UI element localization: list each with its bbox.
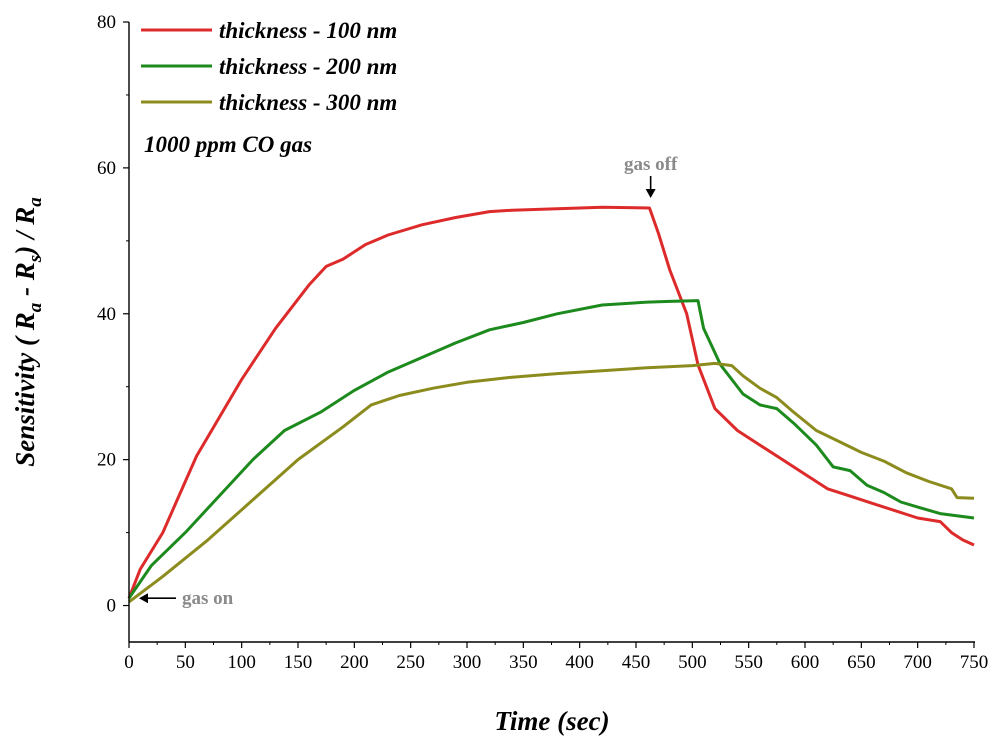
x-tick-label: 750 xyxy=(960,652,989,673)
y-tick-label: 40 xyxy=(97,304,116,325)
legend-label: thickness - 200 nm xyxy=(219,54,397,79)
x-tick-label: 100 xyxy=(227,652,256,673)
x-tick-label: 50 xyxy=(176,652,195,673)
x-tick-label: 200 xyxy=(340,652,369,673)
gas-off-arrowhead xyxy=(645,189,656,198)
y-tick-label: 0 xyxy=(107,596,117,617)
x-tick-label: 700 xyxy=(903,652,932,673)
x-tick-label: 650 xyxy=(847,652,876,673)
legend-label: thickness - 300 nm xyxy=(219,90,397,115)
series-line-2 xyxy=(127,299,975,600)
annotations: gas on gas off xyxy=(139,154,678,609)
axes xyxy=(128,22,975,643)
x-tick-label: 550 xyxy=(734,652,763,673)
y-axis-title: Sensitivity ( Ra - Rs) / Ra xyxy=(10,197,46,467)
x-tick-label: 500 xyxy=(678,652,707,673)
legend-label: thickness - 100 nm xyxy=(219,18,397,43)
x-tick-label: 150 xyxy=(284,652,313,673)
y-tick-label: 20 xyxy=(97,450,116,471)
series-line-1 xyxy=(127,205,975,599)
x-tick-label: 450 xyxy=(622,652,651,673)
y-tick-label: 80 xyxy=(97,12,116,33)
x-tick-label: 300 xyxy=(453,652,482,673)
x-axis-title: Time (sec) xyxy=(494,706,609,736)
gas-condition-note: 1000 ppm CO gas xyxy=(144,132,312,157)
x-tick-label: 600 xyxy=(791,652,820,673)
gas-on-arrowhead xyxy=(139,593,148,604)
gas-off-label: gas off xyxy=(624,154,678,175)
legend: thickness - 100 nm thickness - 200 nm thic… xyxy=(141,18,397,115)
x-tick-label: 350 xyxy=(509,652,538,673)
series-line-3 xyxy=(128,361,975,604)
x-tick-label: 0 xyxy=(124,652,134,673)
x-tick-label: 250 xyxy=(396,652,425,673)
x-tick-label: 400 xyxy=(565,652,594,673)
gas-on-label: gas on xyxy=(182,588,234,609)
y-tick-label: 60 xyxy=(97,158,116,179)
series-layer xyxy=(127,205,975,604)
